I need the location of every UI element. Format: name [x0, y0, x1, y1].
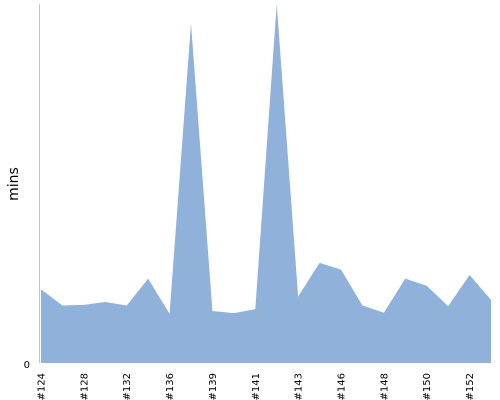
x-tick-label-1: #128 — [79, 373, 90, 400]
data-point-5 — [146, 277, 150, 281]
data-point-6 — [168, 312, 172, 316]
data-point-18 — [425, 284, 429, 288]
x-tick-label-7: #146 — [337, 373, 348, 400]
x-tick-label-10: #152 — [465, 373, 476, 400]
x-tick-label-4: #139 — [208, 373, 219, 400]
data-point-17 — [403, 277, 407, 281]
data-point-8 — [210, 309, 214, 313]
x-tick-label-6: #143 — [294, 373, 305, 400]
data-point-21 — [489, 298, 493, 302]
data-point-3 — [103, 300, 107, 304]
data-point-9 — [232, 311, 236, 315]
data-point-13 — [318, 261, 322, 265]
x-tick-layer: #124 #128 #132 #136 #139 #141 #143 #146 #148 #150… — [37, 373, 477, 400]
area-layer — [41, 2, 493, 363]
data-point-2 — [82, 303, 86, 307]
series-area — [41, 4, 491, 363]
x-tick-label-8: #148 — [379, 373, 390, 400]
x-tick-label-3: #136 — [165, 373, 176, 400]
x-tick-label-9: #150 — [422, 373, 433, 400]
data-point-15 — [360, 304, 364, 308]
data-point-1 — [60, 304, 64, 308]
data-point-7 — [189, 21, 193, 25]
data-point-4 — [125, 304, 129, 308]
data-point-10 — [253, 307, 257, 311]
data-point-19 — [446, 304, 450, 308]
data-point-11 — [275, 2, 279, 6]
data-point-16 — [382, 311, 386, 315]
y-axis-label: mins — [6, 167, 22, 201]
data-point-14 — [339, 268, 343, 272]
x-tick-label-2: #132 — [122, 373, 133, 400]
y-tick-label-0: 0 — [24, 360, 30, 371]
data-point-20 — [468, 273, 472, 277]
data-point-12 — [296, 295, 300, 299]
x-tick-label-5: #141 — [251, 373, 262, 400]
x-tick-label-0: #124 — [37, 373, 48, 400]
